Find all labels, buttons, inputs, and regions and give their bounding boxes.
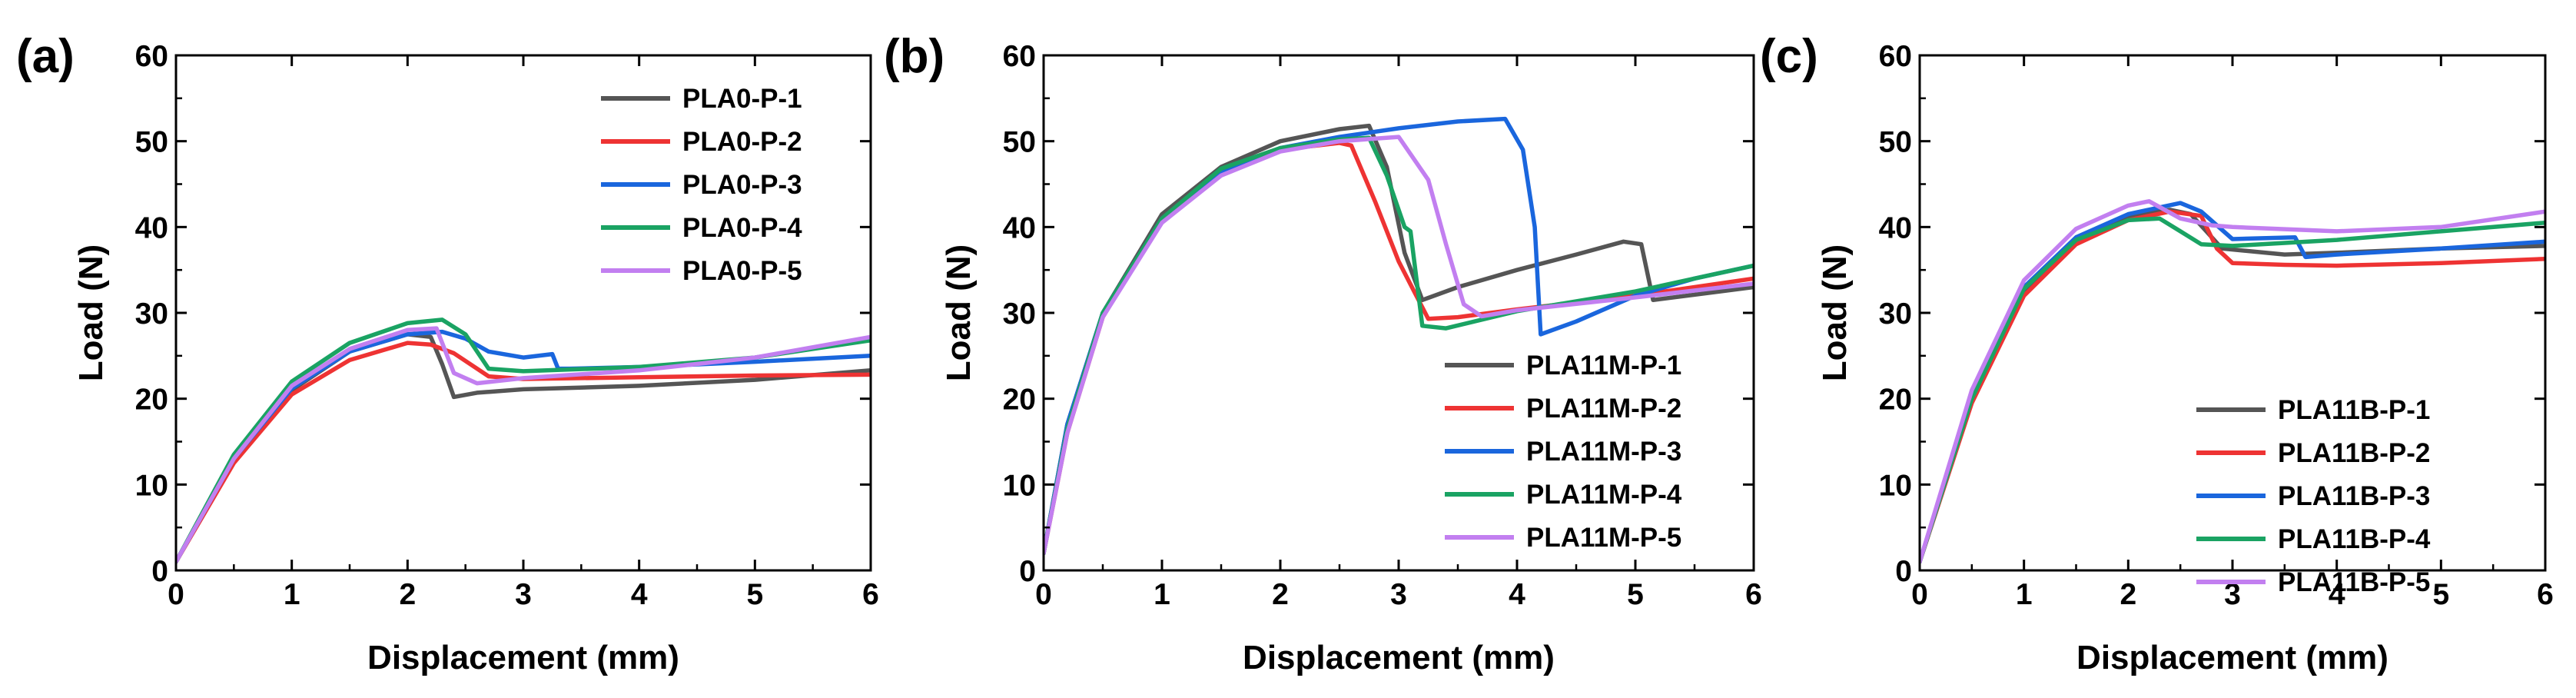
x-tick-label: 5 [746,578,763,611]
y-axis-label: Load (N) [1816,244,1854,381]
legend: PLA11M-P-1 PLA11M-P-2 PLA11M-P-3 PLA11M-P-4… [1445,351,1682,553]
x-tick-label: 3 [2224,578,2241,611]
x-tick-label: 1 [2016,578,2033,611]
legend-label: PLA0-P-3 [682,170,802,200]
panel-label: (c) [1760,30,1818,83]
x-tick-label: 1 [284,578,300,611]
y-tick-label: 50 [135,126,168,159]
y-tick-label: 60 [1003,40,1036,73]
x-tick-label: 2 [1272,578,1289,611]
x-tick-label: 5 [2432,578,2449,611]
y-tick-label: 60 [135,40,168,73]
x-tick-label: 0 [168,578,184,611]
y-tick-label: 40 [135,211,168,244]
legend: PLA0-P-1 PLA0-P-2 PLA0-P-3 PLA0-P-4 PLA0-P-5 [601,84,802,286]
y-tick-label: 0 [1895,555,1912,588]
y-tick-label: 20 [135,384,168,417]
y-tick-label: 40 [1879,211,1912,244]
legend-label: PLA11M-P-5 [1526,523,1681,553]
x-tick-label: 6 [1745,578,1762,611]
legend-label: PLA11B-P-4 [2278,524,2431,554]
legend-label: PLA11B-P-1 [2278,395,2430,425]
x-tick-label: 1 [1154,578,1170,611]
x-tick-label: 4 [631,578,648,611]
series-line-PLA11B-P-2 [1920,209,2545,564]
y-tick-label: 10 [1003,469,1036,502]
x-tick-label: 3 [1390,578,1407,611]
legend-label: PLA11B-P-5 [2278,567,2430,597]
y-axis-label: Load (N) [940,244,978,381]
legend-label: PLA0-P-5 [682,256,802,286]
series-line-PLA11B-P-4 [1920,216,2545,564]
x-tick-label: 3 [515,578,532,611]
y-tick-label: 0 [151,555,168,588]
legend-label: PLA11M-P-3 [1526,437,1681,467]
legend-label: PLA11M-P-2 [1526,394,1681,424]
y-tick-label: 50 [1003,126,1036,159]
y-tick-label: 10 [135,469,168,502]
x-axis-label: Displacement (mm) [367,639,679,676]
x-tick-label: 4 [2329,578,2345,611]
x-axis-label: Displacement (mm) [1243,639,1555,676]
y-tick-label: 20 [1003,384,1036,417]
legend-label: PLA11M-P-4 [1526,480,1682,510]
y-axis-label: Load (N) [72,244,110,381]
y-tick-label: 40 [1003,211,1036,244]
x-tick-label: 2 [2120,578,2136,611]
y-tick-label: 10 [1879,469,1912,502]
x-tick-label: 6 [2537,578,2554,611]
panel-label: (a) [16,30,75,83]
legend-label: PLA0-P-2 [682,127,802,157]
x-tick-label: 6 [862,578,879,611]
series-line-PLA11M-P-4 [1044,135,1754,556]
panel-label: (b) [884,30,944,83]
y-tick-label: 60 [1879,40,1912,73]
x-tick-label: 2 [399,578,416,611]
y-tick-label: 30 [135,297,168,331]
series-group [1044,116,1754,556]
y-tick-label: 20 [1879,384,1912,417]
legend-label: PLA11B-P-3 [2278,481,2430,511]
series-line-PLA0-P-5 [176,326,871,564]
series-line-PLA0-P-4 [176,317,871,564]
legend-label: PLA11M-P-1 [1526,351,1681,381]
series-line-PLA11M-P-5 [1044,135,1754,556]
legend-label: PLA0-P-1 [682,84,802,114]
x-tick-label: 4 [1509,578,1525,611]
legend: PLA11B-P-1 PLA11B-P-2 PLA11B-P-3 PLA11B-P-4… [2196,395,2431,597]
x-tick-label: 0 [1035,578,1052,611]
x-axis-label: Displacement (mm) [2076,639,2388,676]
x-tick-label: 5 [1627,578,1644,611]
legend-label: PLA0-P-4 [682,213,802,243]
series-group [1920,199,2545,564]
y-tick-label: 0 [1019,555,1036,588]
series-group [176,317,871,564]
y-tick-label: 50 [1879,126,1912,159]
x-tick-label: 0 [1911,578,1928,611]
series-line-PLA11B-P-5 [1920,199,2545,564]
legend-label: PLA11B-P-2 [2278,438,2430,468]
y-tick-label: 30 [1879,297,1912,331]
y-tick-label: 30 [1003,297,1036,331]
